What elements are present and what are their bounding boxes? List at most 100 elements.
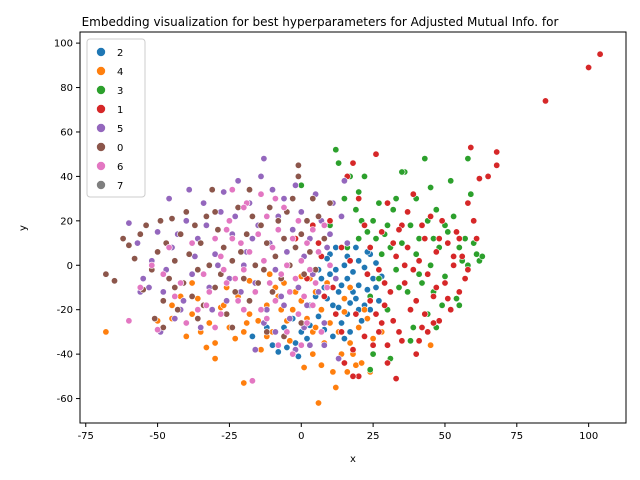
point-cluster-4-39 — [182, 332, 190, 340]
point-cluster-4-68 — [243, 319, 251, 327]
point-cluster-1-50 — [541, 97, 549, 105]
point-cluster-3-30 — [441, 272, 449, 280]
point-cluster-1-46 — [475, 175, 483, 183]
point-cluster-1-89 — [383, 341, 391, 349]
point-cluster-2-38 — [352, 244, 360, 252]
point-cluster-1-80 — [444, 295, 452, 303]
point-cluster-6-20 — [246, 248, 254, 256]
point-cluster-0-22 — [191, 221, 199, 229]
point-cluster-5-41 — [303, 301, 311, 309]
point-cluster-2-12 — [335, 288, 343, 296]
point-cluster-4-5 — [205, 319, 213, 327]
point-cluster-6-53 — [240, 306, 248, 314]
point-cluster-4-36 — [369, 335, 377, 343]
point-cluster-6-23 — [254, 230, 262, 238]
point-cluster-1-88 — [375, 328, 383, 336]
point-cluster-6-40 — [303, 239, 311, 247]
point-cluster-2-6 — [303, 335, 311, 343]
point-cluster-6-61 — [309, 301, 317, 309]
point-cluster-0-65 — [314, 212, 322, 220]
point-cluster-6-41 — [306, 266, 314, 274]
x-tick-label: -50 — [149, 431, 165, 442]
point-cluster-2-16 — [349, 268, 357, 276]
point-cluster-4-72 — [188, 279, 196, 287]
point-cluster-5-2 — [139, 275, 147, 283]
point-cluster-0-53 — [280, 235, 288, 243]
point-cluster-0-9 — [154, 248, 162, 256]
x-tick-label: 50 — [439, 431, 452, 442]
point-cluster-3-54 — [355, 235, 363, 243]
point-cluster-1-38 — [452, 228, 460, 236]
point-cluster-3-3 — [335, 159, 343, 167]
point-cluster-1-27 — [421, 235, 429, 243]
point-cluster-1-62 — [349, 372, 357, 380]
point-cluster-1-72 — [346, 257, 354, 265]
point-cluster-2-35 — [329, 332, 337, 340]
point-cluster-0-1 — [111, 277, 119, 285]
point-cluster-1-44 — [470, 217, 478, 225]
point-cluster-1-57 — [349, 346, 357, 354]
point-cluster-6-66 — [240, 204, 248, 212]
point-cluster-1-13 — [381, 301, 389, 309]
point-cluster-1-9 — [366, 244, 374, 252]
plot-frame — [79, 31, 627, 424]
point-cluster-5-49 — [326, 230, 334, 238]
point-cluster-1-23 — [409, 190, 417, 198]
point-cluster-4-60 — [309, 350, 317, 358]
point-cluster-0-2 — [119, 235, 127, 243]
point-cluster-1-49 — [493, 161, 501, 169]
point-cluster-3-12 — [375, 199, 383, 207]
point-cluster-0-72 — [211, 208, 219, 216]
x-tick-label: 0 — [298, 431, 304, 442]
point-cluster-2-26 — [332, 266, 340, 274]
point-cluster-5-27 — [263, 306, 271, 314]
point-cluster-6-56 — [297, 341, 305, 349]
y-tick-label: -20 — [57, 305, 73, 316]
point-cluster-1-54 — [383, 359, 391, 367]
point-cluster-5-6 — [165, 195, 173, 203]
y-tick-label: 20 — [60, 216, 73, 227]
point-cluster-3-64 — [427, 184, 435, 192]
point-cluster-0-4 — [131, 255, 139, 263]
point-cluster-3-38 — [464, 155, 472, 163]
point-cluster-6-35 — [289, 235, 297, 243]
point-cluster-2-24 — [372, 259, 380, 267]
point-cluster-6-24 — [257, 306, 265, 314]
point-cluster-6-3 — [154, 326, 162, 334]
point-cluster-4-33 — [240, 379, 248, 387]
point-cluster-1-12 — [378, 228, 386, 236]
point-cluster-3-14 — [383, 221, 391, 229]
point-cluster-6-31 — [277, 270, 285, 278]
point-cluster-4-3 — [188, 310, 196, 318]
point-cluster-1-52 — [596, 50, 604, 58]
point-cluster-3-37 — [461, 235, 469, 243]
point-cluster-2-23 — [369, 275, 377, 283]
point-cluster-3-47 — [366, 366, 374, 374]
point-cluster-1-30 — [429, 292, 437, 300]
point-cluster-1-34 — [441, 279, 449, 287]
point-cluster-1-33 — [438, 217, 446, 225]
point-cluster-6-16 — [228, 235, 236, 243]
point-cluster-0-5 — [136, 230, 144, 238]
point-cluster-0-11 — [159, 297, 167, 305]
point-cluster-5-9 — [182, 217, 190, 225]
point-cluster-6-42 — [309, 226, 317, 234]
point-cluster-3-17 — [392, 266, 400, 274]
point-cluster-3-57 — [438, 301, 446, 309]
point-cluster-5-51 — [332, 275, 340, 283]
point-cluster-5-4 — [154, 228, 162, 236]
point-cluster-4-51 — [231, 335, 239, 343]
point-cluster-6-6 — [171, 292, 179, 300]
point-cluster-6-29 — [271, 297, 279, 305]
point-cluster-6-45 — [317, 328, 325, 336]
point-cluster-6-18 — [240, 266, 248, 274]
point-cluster-5-58 — [180, 297, 188, 305]
point-cluster-0-42 — [248, 212, 256, 220]
y-tick-label: -40 — [57, 350, 73, 361]
point-cluster-6-27 — [266, 279, 274, 287]
point-cluster-1-28 — [424, 270, 432, 278]
point-cluster-1-93 — [418, 221, 426, 229]
point-cluster-1-43 — [467, 144, 475, 152]
point-cluster-5-64 — [248, 235, 256, 243]
